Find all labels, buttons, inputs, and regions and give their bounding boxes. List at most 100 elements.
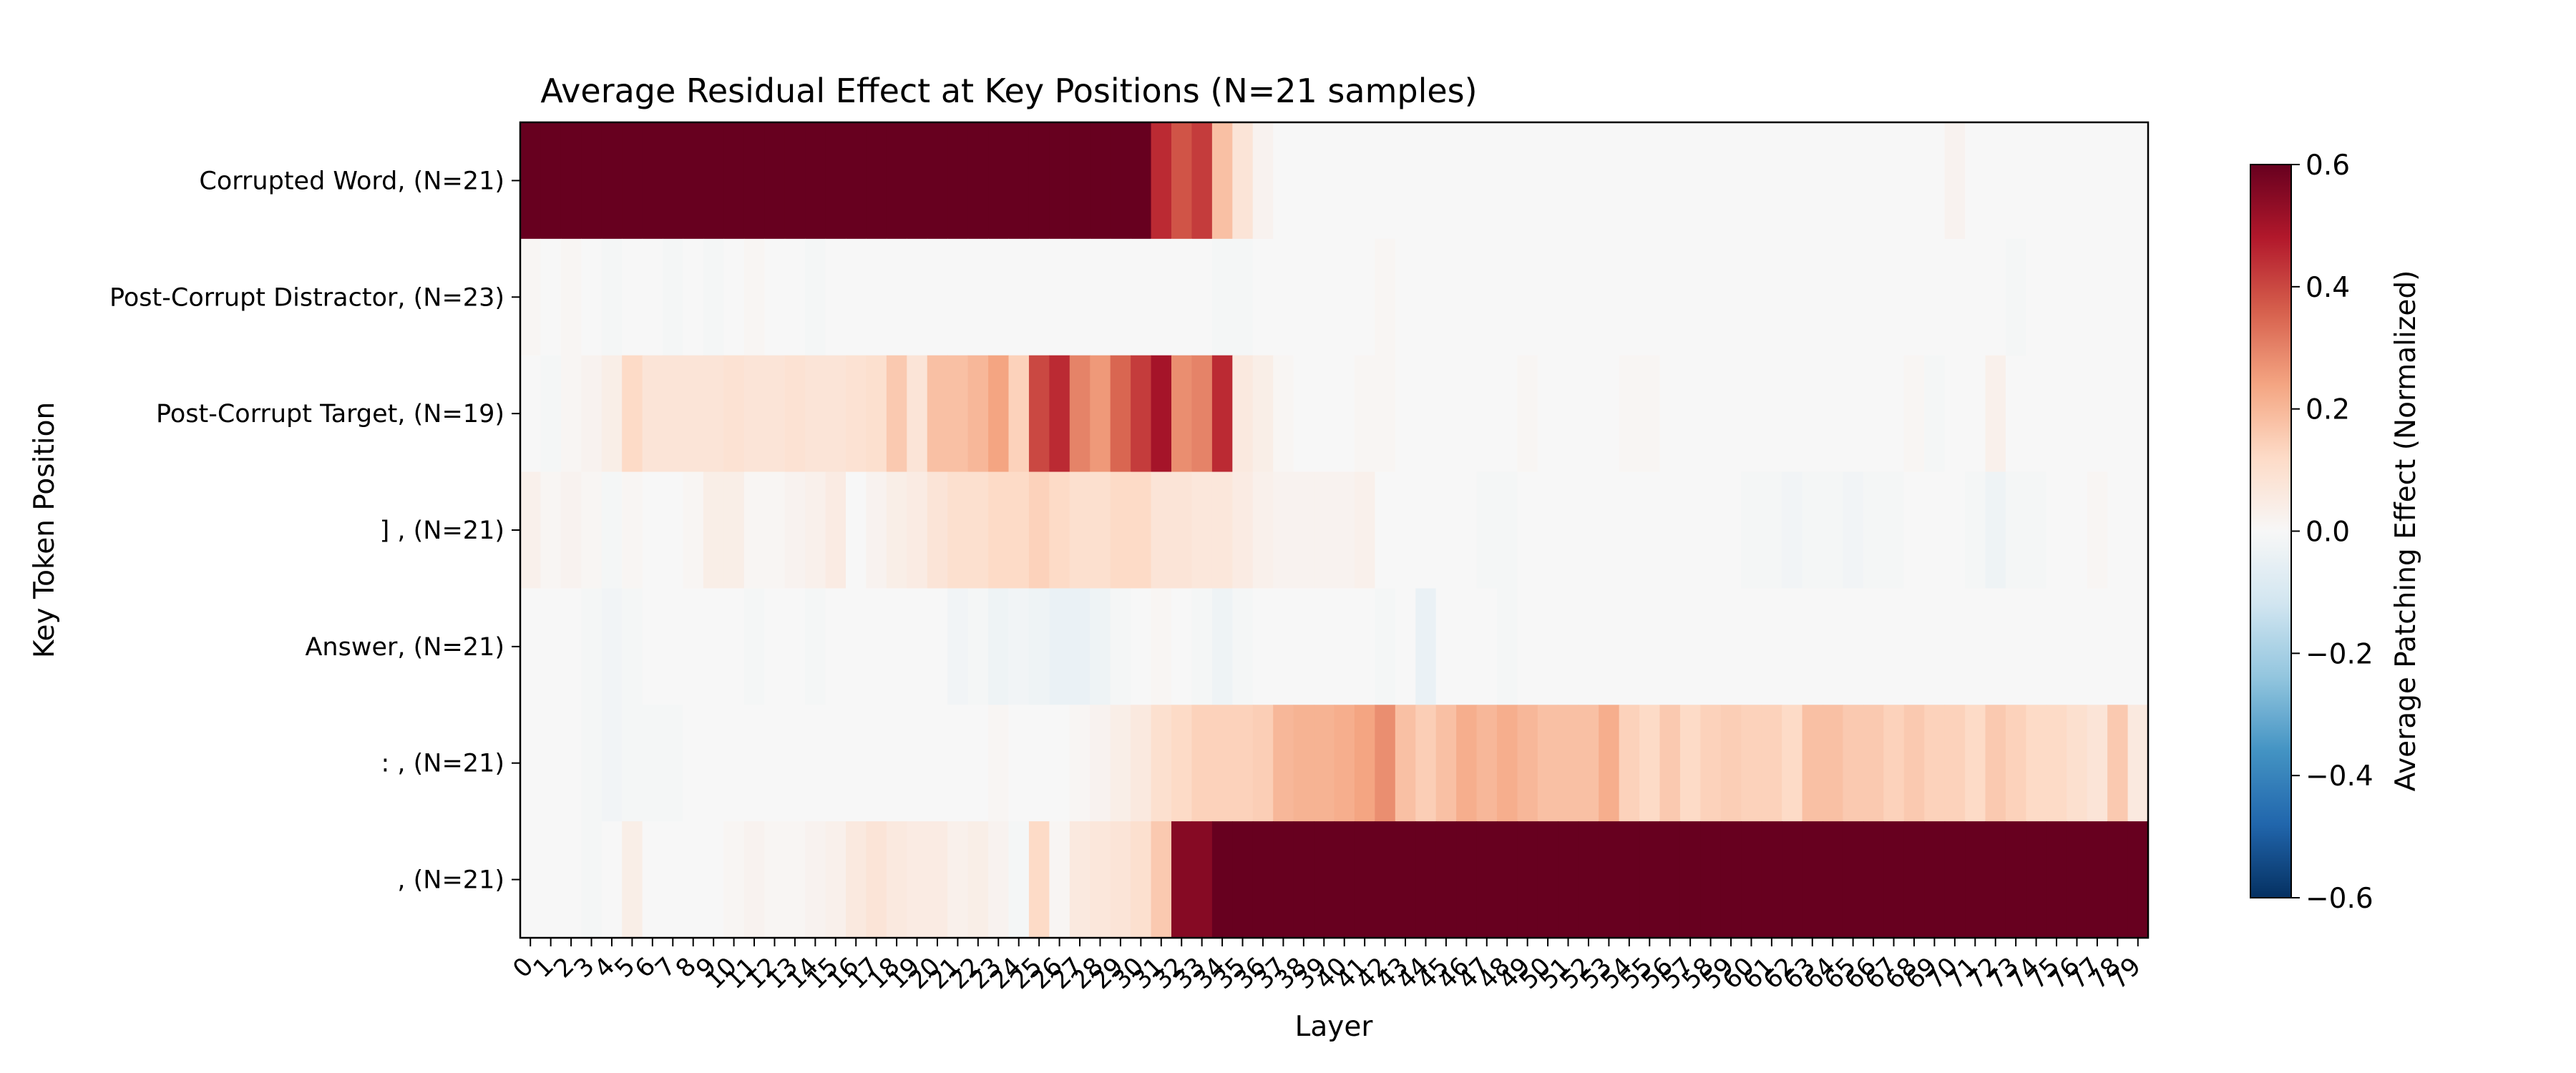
heatmap-cell bbox=[927, 471, 948, 589]
heatmap-cell bbox=[1069, 238, 1091, 356]
heatmap-cell bbox=[1659, 588, 1681, 705]
colorbar-ticks: 0.6 0.4 0.2 0.0 −0.2 −0.4 −0.6 bbox=[2291, 150, 2373, 915]
heatmap-cell bbox=[560, 238, 582, 356]
heatmap-cell bbox=[1293, 705, 1314, 822]
heatmap-cell bbox=[1924, 821, 1946, 939]
heatmap-cell bbox=[846, 705, 867, 822]
heatmap-cell bbox=[1131, 471, 1152, 589]
heatmap-cell bbox=[886, 821, 907, 939]
heatmap-cell bbox=[1639, 238, 1661, 356]
heatmap-cell bbox=[825, 238, 847, 356]
heatmap-cell bbox=[1293, 821, 1314, 939]
heatmap-cell bbox=[1985, 238, 2006, 356]
heatmap-cell bbox=[703, 821, 724, 939]
heatmap-cell bbox=[581, 471, 602, 589]
heatmap-cell bbox=[907, 471, 928, 589]
heatmap-cell bbox=[1395, 471, 1416, 589]
heatmap-cell bbox=[642, 238, 663, 356]
heatmap-cell bbox=[1863, 355, 1884, 473]
heatmap-cell bbox=[866, 355, 887, 473]
heatmap-cell bbox=[1659, 238, 1681, 356]
heatmap-cell bbox=[2107, 705, 2129, 822]
heatmap-cell bbox=[947, 705, 969, 822]
heatmap-cell bbox=[723, 588, 745, 705]
heatmap-cell bbox=[1863, 238, 1884, 356]
heatmap-cell bbox=[1639, 355, 1661, 473]
heatmap-cell bbox=[866, 122, 887, 240]
heatmap-cell bbox=[520, 471, 542, 589]
heatmap-cell bbox=[1619, 471, 1640, 589]
heatmap-cell bbox=[1171, 355, 1193, 473]
heatmap-cell bbox=[1903, 355, 1925, 473]
heatmap-cell bbox=[1599, 821, 1620, 939]
heatmap-cell bbox=[2005, 705, 2026, 822]
heatmap-cell bbox=[1679, 588, 1701, 705]
colorbar-tick-label: 0.6 bbox=[2306, 150, 2350, 182]
heatmap-cell bbox=[1639, 821, 1661, 939]
heatmap-cell bbox=[1069, 705, 1091, 822]
heatmap-cell bbox=[1843, 355, 1864, 473]
heatmap-cell bbox=[663, 355, 684, 473]
heatmap-cell bbox=[1700, 355, 1722, 473]
heatmap-cell bbox=[743, 821, 765, 939]
heatmap-cell bbox=[764, 238, 786, 356]
heatmap-cell bbox=[1252, 705, 1274, 822]
heatmap-cell bbox=[1273, 471, 1294, 589]
heatmap-cell bbox=[1008, 122, 1030, 240]
heatmap-cell bbox=[1924, 588, 1946, 705]
heatmap-cell bbox=[642, 588, 663, 705]
heatmap-cell bbox=[1497, 705, 1518, 822]
heatmap-cell bbox=[1131, 588, 1152, 705]
heatmap-cell bbox=[1823, 471, 1844, 589]
heatmap-cell bbox=[1659, 705, 1681, 822]
heatmap-cell bbox=[723, 821, 745, 939]
heatmap-cell bbox=[1232, 238, 1254, 356]
y-tick-label: , (N=21) bbox=[397, 866, 504, 895]
heatmap-cell bbox=[1049, 238, 1070, 356]
heatmap-cell bbox=[1863, 588, 1884, 705]
heatmap-cell bbox=[907, 588, 928, 705]
heatmap-cell bbox=[825, 355, 847, 473]
heatmap-cell bbox=[642, 355, 663, 473]
heatmap-cell bbox=[784, 122, 806, 240]
heatmap-cell bbox=[1232, 355, 1254, 473]
heatmap-cell bbox=[1944, 588, 1966, 705]
heatmap-cell bbox=[1211, 355, 1233, 473]
heatmap-cell bbox=[2026, 355, 2047, 473]
heatmap-cell bbox=[540, 821, 562, 939]
heatmap-cell bbox=[1395, 122, 1416, 240]
heatmap-cell bbox=[1944, 122, 1966, 240]
heatmap-cell bbox=[1211, 238, 1233, 356]
heatmap-cell bbox=[2026, 122, 2047, 240]
heatmap-cell bbox=[967, 705, 989, 822]
heatmap-cell bbox=[2067, 471, 2088, 589]
heatmap-cell bbox=[1211, 588, 1233, 705]
heatmap-cell bbox=[2127, 355, 2149, 473]
heatmap-cell bbox=[1375, 705, 1396, 822]
heatmap-cell bbox=[520, 238, 542, 356]
heatmap-cell bbox=[1211, 821, 1233, 939]
heatmap-cell bbox=[2005, 471, 2026, 589]
colorbar-tick-label: −0.2 bbox=[2306, 638, 2373, 670]
heatmap-cell bbox=[1965, 588, 1986, 705]
heatmap-cell bbox=[967, 122, 989, 240]
heatmap-cell bbox=[2107, 588, 2129, 705]
heatmap-cell bbox=[581, 355, 602, 473]
heatmap-cell bbox=[927, 588, 948, 705]
heatmap-cell bbox=[2005, 238, 2026, 356]
heatmap-cell bbox=[1679, 355, 1701, 473]
heatmap-cell bbox=[1599, 471, 1620, 589]
heatmap-cell bbox=[683, 588, 704, 705]
heatmap-cell bbox=[764, 705, 786, 822]
heatmap-cell bbox=[1314, 705, 1335, 822]
heatmap-cell bbox=[1823, 588, 1844, 705]
heatmap-cell bbox=[2087, 705, 2108, 822]
heatmap-cell bbox=[1293, 355, 1314, 473]
heatmap-cell bbox=[1151, 355, 1172, 473]
heatmap-cell bbox=[1069, 471, 1091, 589]
heatmap-cell bbox=[1252, 588, 1274, 705]
heatmap-cell bbox=[988, 471, 1010, 589]
heatmap-cell bbox=[1497, 821, 1518, 939]
colorbar-tick-label: 0.2 bbox=[2306, 394, 2350, 426]
heatmap-cell bbox=[2005, 122, 2026, 240]
